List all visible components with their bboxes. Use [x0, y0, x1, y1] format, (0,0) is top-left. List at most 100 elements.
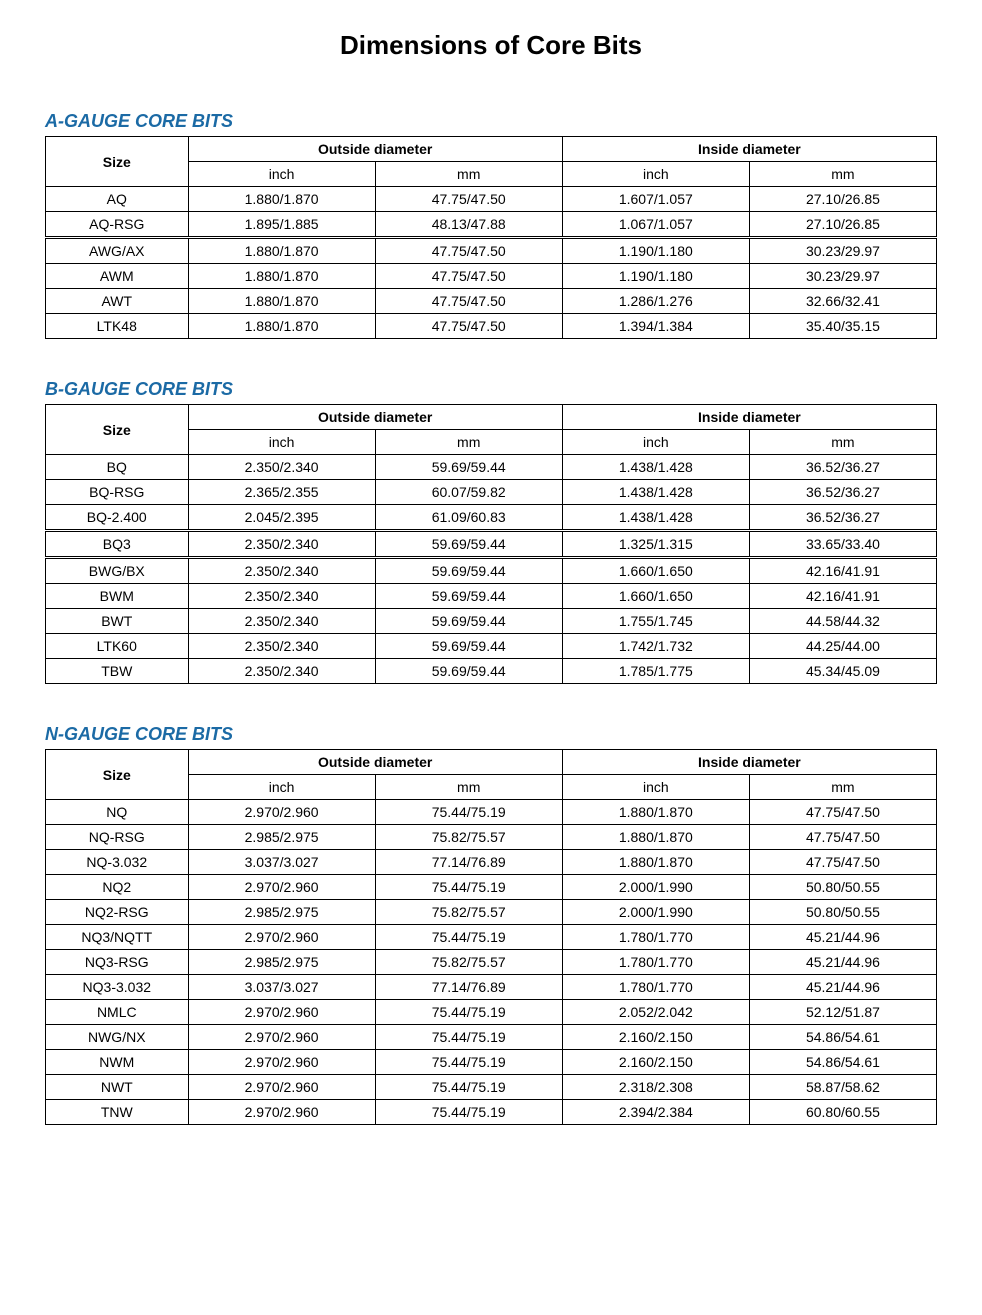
cell-size: NQ3-3.032: [46, 975, 189, 1000]
core-bits-table: SizeOutside diameterInside diameterinchm…: [45, 136, 937, 339]
cell-outside-mm: 75.44/75.19: [375, 800, 562, 825]
cell-outside-mm: 59.69/59.44: [375, 531, 562, 558]
table-row: NQ22.970/2.96075.44/75.192.000/1.99050.8…: [46, 875, 937, 900]
cell-inside-inch: 1.067/1.057: [562, 212, 749, 238]
cell-outside-inch: 1.895/1.885: [188, 212, 375, 238]
cell-size: AWT: [46, 289, 189, 314]
cell-outside-inch: 2.350/2.340: [188, 584, 375, 609]
cell-inside-mm: 27.10/26.85: [749, 212, 936, 238]
header-size: Size: [46, 750, 189, 800]
cell-outside-mm: 75.44/75.19: [375, 1025, 562, 1050]
table-row: NQ3/NQTT2.970/2.96075.44/75.191.780/1.77…: [46, 925, 937, 950]
cell-inside-mm: 42.16/41.91: [749, 584, 936, 609]
header-outside-inch: inch: [188, 162, 375, 187]
cell-size: NQ2: [46, 875, 189, 900]
cell-outside-inch: 1.880/1.870: [188, 238, 375, 264]
table-row: TBW2.350/2.34059.69/59.441.785/1.77545.3…: [46, 659, 937, 684]
cell-inside-inch: 1.880/1.870: [562, 800, 749, 825]
section-block: N-GAUGE CORE BITSSizeOutside diameterIns…: [45, 724, 937, 1125]
cell-outside-inch: 2.970/2.960: [188, 800, 375, 825]
header-inside-inch: inch: [562, 430, 749, 455]
cell-inside-inch: 1.660/1.650: [562, 558, 749, 584]
table-row: BWT2.350/2.34059.69/59.441.755/1.74544.5…: [46, 609, 937, 634]
cell-inside-mm: 45.21/44.96: [749, 925, 936, 950]
header-inside-inch: inch: [562, 162, 749, 187]
cell-inside-mm: 54.86/54.61: [749, 1050, 936, 1075]
cell-inside-mm: 30.23/29.97: [749, 238, 936, 264]
cell-outside-mm: 48.13/47.88: [375, 212, 562, 238]
cell-inside-inch: 1.325/1.315: [562, 531, 749, 558]
table-row: BWG/BX2.350/2.34059.69/59.441.660/1.6504…: [46, 558, 937, 584]
cell-inside-mm: 47.75/47.50: [749, 800, 936, 825]
cell-inside-mm: 30.23/29.97: [749, 264, 936, 289]
cell-outside-inch: 1.880/1.870: [188, 289, 375, 314]
table-row: NWM2.970/2.96075.44/75.192.160/2.15054.8…: [46, 1050, 937, 1075]
cell-outside-inch: 2.970/2.960: [188, 1075, 375, 1100]
cell-outside-mm: 75.44/75.19: [375, 875, 562, 900]
cell-outside-mm: 47.75/47.50: [375, 264, 562, 289]
cell-outside-mm: 75.44/75.19: [375, 925, 562, 950]
page-title: Dimensions of Core Bits: [45, 30, 937, 61]
table-row: AQ-RSG1.895/1.88548.13/47.881.067/1.0572…: [46, 212, 937, 238]
cell-inside-inch: 1.190/1.180: [562, 264, 749, 289]
cell-inside-inch: 1.780/1.770: [562, 950, 749, 975]
cell-inside-mm: 60.80/60.55: [749, 1100, 936, 1125]
core-bits-table: SizeOutside diameterInside diameterinchm…: [45, 404, 937, 684]
cell-outside-inch: 2.350/2.340: [188, 558, 375, 584]
cell-inside-mm: 45.21/44.96: [749, 975, 936, 1000]
header-inside-mm: mm: [749, 775, 936, 800]
cell-outside-mm: 59.69/59.44: [375, 584, 562, 609]
cell-inside-mm: 32.66/32.41: [749, 289, 936, 314]
cell-size: LTK48: [46, 314, 189, 339]
cell-size: LTK60: [46, 634, 189, 659]
cell-outside-mm: 75.44/75.19: [375, 1075, 562, 1100]
cell-inside-inch: 1.755/1.745: [562, 609, 749, 634]
header-outside-inch: inch: [188, 430, 375, 455]
table-row: BQ2.350/2.34059.69/59.441.438/1.42836.52…: [46, 455, 937, 480]
cell-inside-mm: 52.12/51.87: [749, 1000, 936, 1025]
table-row: NWG/NX2.970/2.96075.44/75.192.160/2.1505…: [46, 1025, 937, 1050]
cell-outside-inch: 2.365/2.355: [188, 480, 375, 505]
cell-inside-inch: 2.000/1.990: [562, 900, 749, 925]
cell-outside-mm: 47.75/47.50: [375, 314, 562, 339]
table-row: NMLC2.970/2.96075.44/75.192.052/2.04252.…: [46, 1000, 937, 1025]
cell-size: BWT: [46, 609, 189, 634]
cell-size: NWG/NX: [46, 1025, 189, 1050]
cell-size: AWM: [46, 264, 189, 289]
table-row: AQ1.880/1.87047.75/47.501.607/1.05727.10…: [46, 187, 937, 212]
section-title: A-GAUGE CORE BITS: [45, 111, 937, 132]
cell-outside-inch: 2.985/2.975: [188, 950, 375, 975]
cell-inside-mm: 33.65/33.40: [749, 531, 936, 558]
cell-size: NQ: [46, 800, 189, 825]
table-row: AWT1.880/1.87047.75/47.501.286/1.27632.6…: [46, 289, 937, 314]
cell-outside-inch: 2.350/2.340: [188, 659, 375, 684]
table-row: NQ3-RSG2.985/2.97575.82/75.571.780/1.770…: [46, 950, 937, 975]
cell-size: TNW: [46, 1100, 189, 1125]
cell-outside-mm: 75.82/75.57: [375, 825, 562, 850]
cell-outside-mm: 77.14/76.89: [375, 850, 562, 875]
cell-inside-mm: 54.86/54.61: [749, 1025, 936, 1050]
cell-outside-inch: 2.970/2.960: [188, 925, 375, 950]
cell-outside-inch: 2.350/2.340: [188, 609, 375, 634]
header-inside: Inside diameter: [562, 137, 936, 162]
header-outside-inch: inch: [188, 775, 375, 800]
cell-inside-inch: 2.160/2.150: [562, 1050, 749, 1075]
cell-inside-mm: 44.25/44.00: [749, 634, 936, 659]
cell-inside-mm: 35.40/35.15: [749, 314, 936, 339]
table-row: BQ-2.4002.045/2.39561.09/60.831.438/1.42…: [46, 505, 937, 531]
cell-outside-inch: 3.037/3.027: [188, 975, 375, 1000]
cell-outside-inch: 2.970/2.960: [188, 1050, 375, 1075]
section-title: N-GAUGE CORE BITS: [45, 724, 937, 745]
cell-inside-inch: 1.438/1.428: [562, 455, 749, 480]
cell-inside-inch: 2.052/2.042: [562, 1000, 749, 1025]
header-inside-inch: inch: [562, 775, 749, 800]
cell-inside-mm: 27.10/26.85: [749, 187, 936, 212]
cell-size: NQ-3.032: [46, 850, 189, 875]
cell-inside-mm: 50.80/50.55: [749, 875, 936, 900]
cell-outside-inch: 1.880/1.870: [188, 314, 375, 339]
table-row: NQ2.970/2.96075.44/75.191.880/1.87047.75…: [46, 800, 937, 825]
cell-size: BQ-2.400: [46, 505, 189, 531]
table-row: BQ-RSG2.365/2.35560.07/59.821.438/1.4283…: [46, 480, 937, 505]
cell-outside-inch: 2.970/2.960: [188, 1025, 375, 1050]
cell-outside-inch: 2.985/2.975: [188, 900, 375, 925]
